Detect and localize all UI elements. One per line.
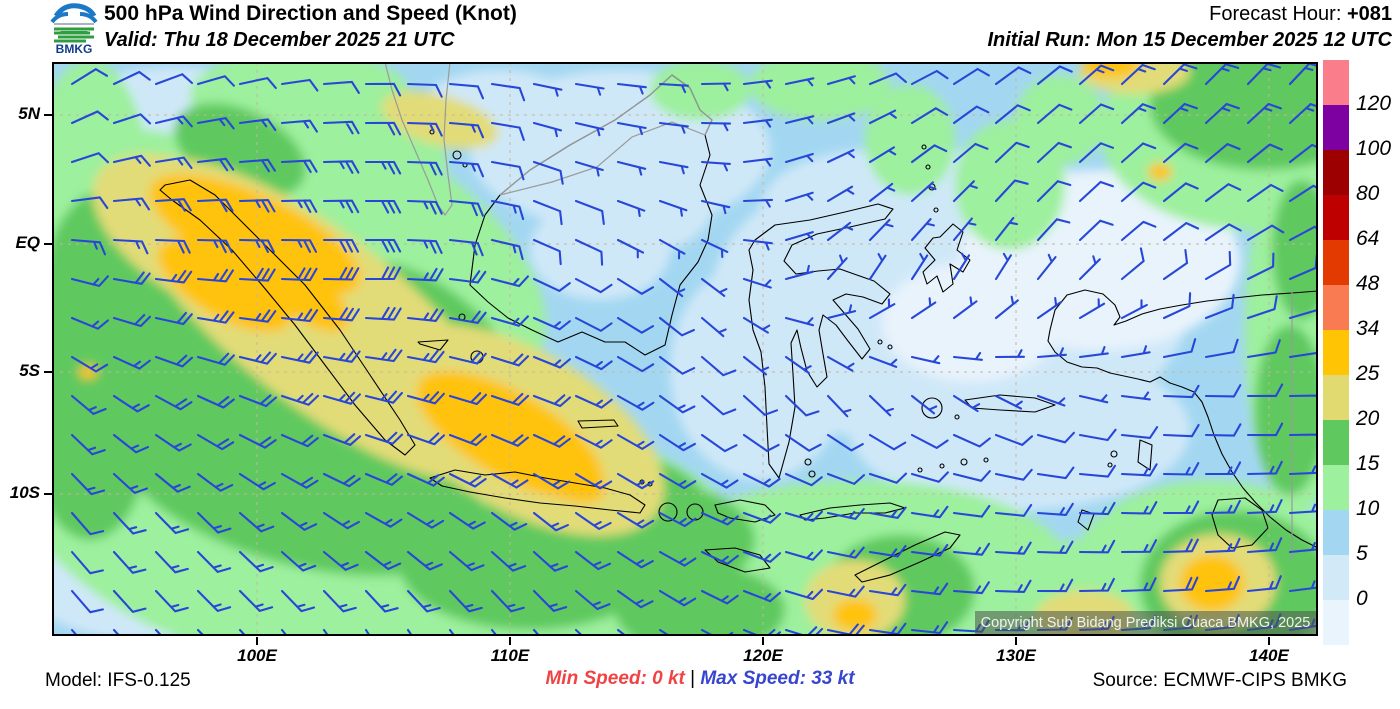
legend-value-label: 10 xyxy=(1356,497,1380,520)
valid-time: Valid: Thu 18 December 2025 21 UTC xyxy=(104,29,455,51)
x-axis-label: 100E xyxy=(237,646,277,665)
legend-value-label: 20 xyxy=(1356,407,1380,430)
y-axis-tick xyxy=(44,493,52,495)
x-axis-tick xyxy=(1268,637,1270,645)
bmkg-logo: BMKG xyxy=(50,3,98,56)
legend-cell xyxy=(1323,60,1349,105)
x-axis-tick xyxy=(256,637,258,645)
legend-value-label: 100 xyxy=(1356,137,1392,160)
legend-value-label: 80 xyxy=(1356,182,1380,205)
legend-colorbar xyxy=(1323,60,1349,645)
legend-cell xyxy=(1323,375,1349,420)
header-right: Forecast Hour: +081 Initial Run: Mon 15 … xyxy=(987,1,1392,54)
forecast-hour: Forecast Hour: +081 xyxy=(987,1,1392,27)
legend-cell xyxy=(1323,195,1349,240)
wind-speed-shading xyxy=(52,62,1318,636)
legend-value-label: 120 xyxy=(1356,92,1392,115)
min-speed: Min Speed: 0 kt xyxy=(545,668,685,689)
page-title: 500 hPa Wind Direction and Speed (Knot) xyxy=(104,2,517,25)
legend-value-label: 0 xyxy=(1356,587,1368,610)
footer: Model: IFS-0.125 Min Speed: 0 kt | Max S… xyxy=(0,666,1400,696)
x-axis-tick xyxy=(1015,637,1017,645)
y-axis-label: EQ xyxy=(15,233,40,252)
x-axis-label: 120E xyxy=(743,646,783,665)
x-axis-label: 130E xyxy=(996,646,1036,665)
map-area[interactable]: Copyright Sub Bidang Prediksi Cuaca BMKG… xyxy=(52,62,1318,636)
x-axis-tick xyxy=(762,637,764,645)
legend-cell xyxy=(1323,420,1349,465)
wind-map-svg[interactable] xyxy=(52,62,1318,636)
legend-cell xyxy=(1323,285,1349,330)
legend-cell xyxy=(1323,600,1349,645)
legend-cell xyxy=(1323,150,1349,195)
legend-value-label: 25 xyxy=(1356,362,1380,385)
legend-value-label: 15 xyxy=(1356,452,1380,475)
legend-cell xyxy=(1323,510,1349,555)
speed-range: Min Speed: 0 kt | Max Speed: 33 kt xyxy=(0,668,1400,690)
copyright-text: Copyright Sub Bidang Prediksi Cuaca BMKG… xyxy=(980,614,1311,631)
legend-cell xyxy=(1323,330,1349,375)
legend-value-label: 5 xyxy=(1356,542,1368,565)
x-axis-label: 110E xyxy=(490,646,530,665)
speed-separator: | xyxy=(684,668,701,689)
initial-run: Initial Run: Mon 15 December 2025 12 UTC xyxy=(987,29,1392,51)
model-label: Model: IFS-0.125 xyxy=(45,670,191,691)
map-border xyxy=(52,62,1318,636)
forecast-hour-label: Forecast Hour: xyxy=(1209,3,1347,25)
legend-cell xyxy=(1323,465,1349,510)
source-label: Source: ECMWF-CIPS BMKG xyxy=(1092,670,1347,691)
max-speed: Max Speed: 33 kt xyxy=(700,668,855,689)
y-axis-label: 10S xyxy=(9,483,40,502)
y-axis-tick xyxy=(44,371,52,373)
legend-value-label: 34 xyxy=(1356,317,1380,340)
forecast-hour-value: +081 xyxy=(1346,3,1392,25)
legend-cell xyxy=(1323,555,1349,600)
coastlines xyxy=(159,74,1318,583)
y-axis-label: 5S xyxy=(19,361,40,380)
header-left: 500 hPa Wind Direction and Speed (Knot) … xyxy=(104,1,517,54)
logo-cloud-icon xyxy=(50,3,98,43)
logo-text: BMKG xyxy=(56,42,93,56)
y-axis-tick xyxy=(44,243,52,245)
y-axis-tick xyxy=(44,114,52,116)
legend-cell xyxy=(1323,105,1349,150)
x-axis-label: 140E xyxy=(1249,646,1289,665)
legend-value-label: 64 xyxy=(1356,227,1380,250)
copyright-bar: Copyright Sub Bidang Prediksi Cuaca BMKG… xyxy=(975,611,1316,634)
y-axis-label: 5N xyxy=(18,104,40,123)
x-axis-tick xyxy=(509,637,511,645)
legend-value-label: 48 xyxy=(1356,272,1380,295)
legend-cell xyxy=(1323,240,1349,285)
